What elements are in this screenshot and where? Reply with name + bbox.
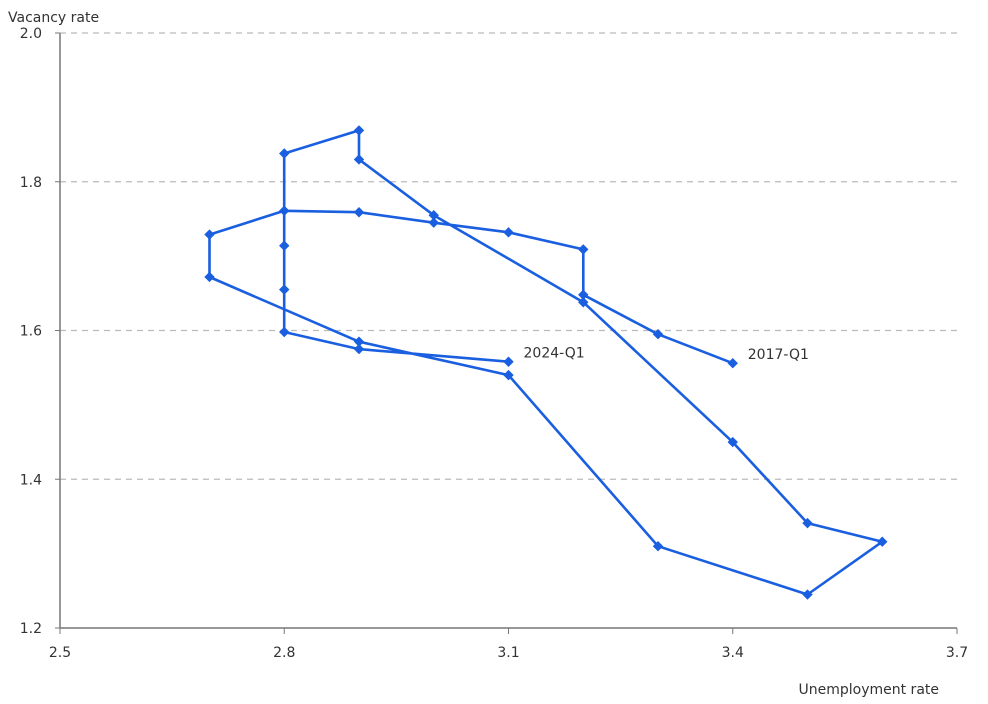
data-point-marker [727,358,738,369]
data-point-marker [279,148,290,159]
x-tick-label: 3.7 [946,645,968,661]
data-point-marker [353,343,365,355]
y-tick-label: 1.4 [20,472,42,488]
x-axis-title: Unemployment rate [799,682,940,698]
data-point-marker [578,289,589,300]
data-point-marker [877,536,888,547]
data-point-marker [353,154,365,165]
data-point-marker [652,329,664,340]
data-point-marker [428,210,439,221]
y-axis-title: Vacancy rate [8,10,99,26]
data-point-marker [727,436,738,448]
point-annotation: 2017-Q1 [748,347,809,363]
data-point-marker [428,217,439,228]
y-tick-label: 2.0 [20,26,42,42]
data-point-marker [353,125,365,136]
y-tick-label: 1.6 [20,324,42,340]
data-point-marker [279,326,290,338]
data-point-marker [204,229,215,240]
x-tick-label: 2.5 [49,645,71,661]
data-point-marker [204,271,215,283]
data-point-marker [279,240,290,251]
x-tick-label: 3.1 [497,645,519,661]
gridlines [60,32,957,480]
data-point-marker [578,297,589,308]
data-point-marker [652,540,664,552]
x-tick-label: 3.4 [722,645,744,661]
tick-labels: 1.2 1.4 1.6 1.8 2.0 2.5 2.8 3.1 3.4 3.7 [20,26,968,661]
y-tick-label: 1.8 [20,175,42,191]
y-tick-label: 1.2 [20,621,42,637]
data-point-marker [353,336,365,347]
series-layer [204,125,888,600]
data-point-marker [503,356,514,367]
x-tick-label: 2.8 [273,645,295,661]
data-point-marker [802,517,813,529]
data-point-marker [503,227,514,238]
annotations: 2017-Q1 2024-Q1 [524,346,809,363]
data-point-marker [802,589,813,600]
data-point-marker [578,244,589,255]
data-point-marker [279,284,290,295]
data-point-marker [279,205,290,216]
point-annotation: 2024-Q1 [524,346,585,362]
data-point-marker [503,369,514,381]
data-point-marker [353,207,365,218]
